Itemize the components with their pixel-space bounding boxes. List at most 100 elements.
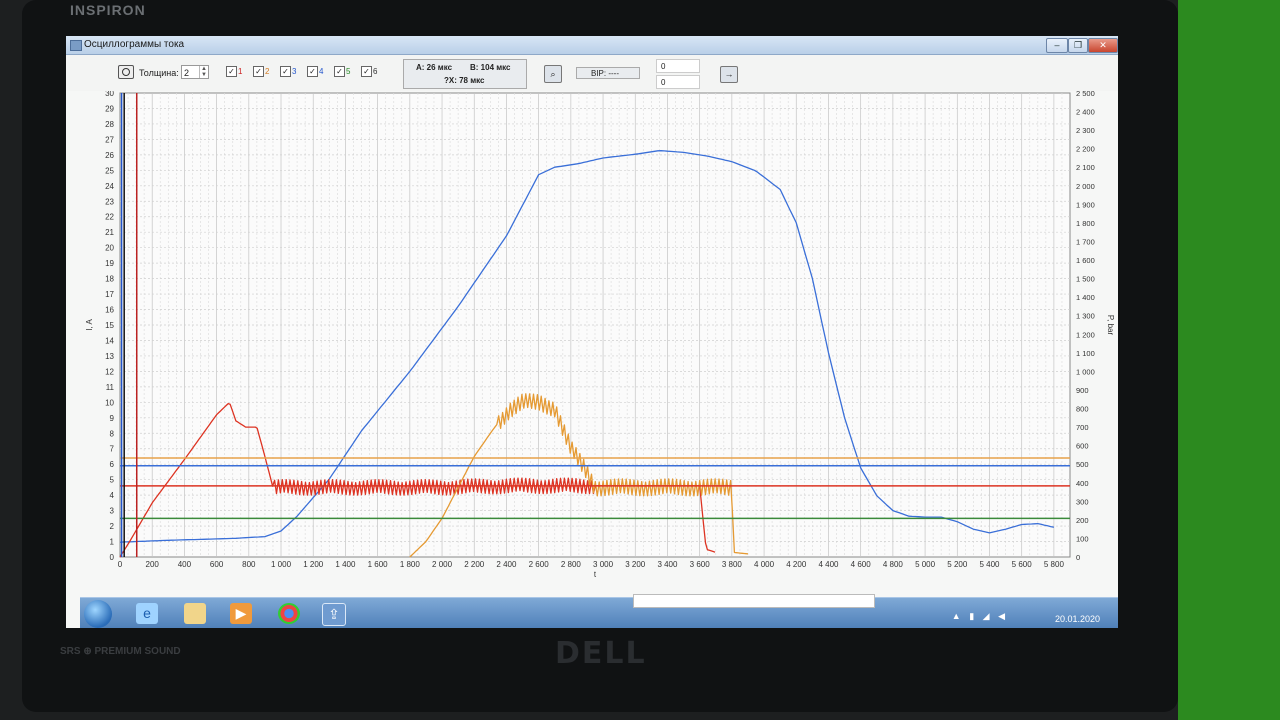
y-axis-label: I, A <box>85 319 94 331</box>
maximize-icon: ❐ <box>1073 40 1083 50</box>
x-tick-label: 1 600 <box>368 560 389 569</box>
y-right-tick-label: 2 200 <box>1076 145 1095 154</box>
camera-icon[interactable] <box>118 65 134 79</box>
laptop-brand-label: INSPIRON <box>70 2 146 18</box>
y-tick-label: 7 <box>110 445 115 454</box>
channel-6-checkbox[interactable]: ✓ <box>361 66 372 77</box>
background-green-wall <box>1178 0 1280 720</box>
y-right-tick-label: 2 400 <box>1076 108 1095 117</box>
media-player-icon[interactable]: ▶ <box>230 603 252 624</box>
x-tick-label: 3 600 <box>690 560 711 569</box>
y-tick-label: 4 <box>110 491 115 500</box>
series-line-1 <box>119 150 1055 543</box>
x-tick-label: 5 400 <box>979 560 1000 569</box>
y-tick-label: 28 <box>105 120 114 129</box>
x-axis-label: t <box>594 570 597 579</box>
y-tick-label: 5 <box>110 476 115 485</box>
y-right-tick-label: 1 300 <box>1076 312 1095 321</box>
channel-3-checkbox[interactable]: ✓ <box>280 66 291 77</box>
y-right-tick-label: 1 900 <box>1076 200 1095 209</box>
y-tick-label: 13 <box>105 352 114 361</box>
channel-5-label: 5 <box>346 67 351 76</box>
chrome-icon[interactable] <box>278 603 300 624</box>
taskbar-clock: 20.01.2020 <box>1054 614 1100 624</box>
y-right-tick-label: 400 <box>1076 479 1089 488</box>
x-tick-label: 1 400 <box>335 560 356 569</box>
window-titlebar[interactable]: Осциллограммы тока – ❐ ✕ <box>66 36 1118 55</box>
oscillogram-chart[interactable]: 0 200 400 600 800 1 000 1 200 1 400 1 600 1 800 2 … <box>66 91 1118 597</box>
dell-logo: DELL <box>555 636 647 671</box>
value-field-1[interactable]: 0 <box>656 59 700 73</box>
x-tick-label: 800 <box>242 560 256 569</box>
y-tick-label: 1 <box>110 538 115 547</box>
y-right-axis-label: P, bar <box>1106 315 1115 336</box>
y-tick-label: 10 <box>105 398 114 407</box>
internet-explorer-icon[interactable]: e <box>136 603 158 624</box>
channel-1-checkbox[interactable]: ✓ <box>226 66 237 77</box>
channel-2-checkbox[interactable]: ✓ <box>253 66 264 77</box>
y-tick-label: 22 <box>105 213 114 222</box>
thickness-label: Толщина: <box>139 68 179 78</box>
x-tick-label: 2 600 <box>529 560 550 569</box>
x-tick-label: 1 000 <box>271 560 292 569</box>
cursor-tool-button[interactable]: ⌕ <box>544 65 562 83</box>
y-tick-label: 29 <box>105 104 114 113</box>
x-tick-label: 4 000 <box>754 560 775 569</box>
system-tray-icons[interactable]: ▲ ▮ ◢ ◀ <box>951 611 1008 621</box>
y-right-tick-label: 600 <box>1076 442 1089 451</box>
value-field-2[interactable]: 0 <box>656 75 700 89</box>
y-right-tick-label: 1 100 <box>1076 349 1095 358</box>
marker-a-value: A: 26 мкс <box>416 63 453 72</box>
y-right-tick-label: 700 <box>1076 423 1089 432</box>
y-tick-label: 30 <box>105 91 114 98</box>
channel-4-checkbox[interactable]: ✓ <box>307 66 318 77</box>
channel-4-label: 4 <box>319 67 324 76</box>
y-tick-label: 26 <box>105 151 114 160</box>
y-right-tick-label: 1 200 <box>1076 330 1095 339</box>
laptop-sound-label: SRS ⊕ PREMIUM SOUND <box>60 646 181 657</box>
y-tick-label: 23 <box>105 197 114 206</box>
y-right-tick-label: 2 000 <box>1076 182 1095 191</box>
y-right-tick-label: 2 100 <box>1076 163 1095 172</box>
windows-start-icon[interactable] <box>84 600 112 628</box>
minimize-button[interactable]: – <box>1046 38 1068 53</box>
window-title: Осциллограммы тока <box>84 39 185 50</box>
x-tick-label: 0 <box>118 560 123 569</box>
x-tick-label: 5 200 <box>947 560 968 569</box>
y-tick-label: 25 <box>105 166 114 175</box>
spinner-arrows-icon[interactable]: ▲ ▼ <box>199 66 208 78</box>
x-tick-label: 2 000 <box>432 560 453 569</box>
y-right-tick-label: 1 700 <box>1076 237 1095 246</box>
x-tick-label: 1 200 <box>303 560 324 569</box>
thickness-spinner[interactable]: 2 ▲ ▼ <box>181 65 209 79</box>
y-right-tick-label: 1 800 <box>1076 219 1095 228</box>
file-explorer-icon[interactable] <box>184 603 206 624</box>
windows-taskbar: e ▶ ⇪ ▲ ▮ ◢ ◀ 20.01.2020 <box>80 594 1118 628</box>
y-right-tick-label: 300 <box>1076 497 1089 506</box>
channel-1-label: 1 <box>238 67 243 76</box>
app-window-icon[interactable]: ⇪ <box>322 603 346 626</box>
maximize-button[interactable]: ❐ <box>1068 38 1088 53</box>
x-tick-label: 4 200 <box>786 560 807 569</box>
y-tick-label: 20 <box>105 244 114 253</box>
y-right-tick-label: 1 500 <box>1076 275 1095 284</box>
x-tick-label: 200 <box>146 560 160 569</box>
close-button[interactable]: ✕ <box>1088 38 1118 53</box>
marker-b-value: B: 104 мкс <box>470 63 511 72</box>
y-tick-label: 27 <box>105 135 114 144</box>
laptop-screen: Осциллограммы тока – ❐ ✕ Толщина: 2 ▲ ▼ ✓… <box>66 36 1118 628</box>
y-tick-label: 14 <box>105 336 114 345</box>
apply-button[interactable]: → <box>720 66 738 83</box>
y-tick-label: 0 <box>110 553 115 562</box>
x-tick-label: 3 200 <box>625 560 646 569</box>
y-tick-label: 15 <box>105 321 114 330</box>
y-tick-label: 12 <box>105 367 114 376</box>
y-right-tick-label: 900 <box>1076 386 1089 395</box>
y-right-tick-label: 0 <box>1076 553 1080 562</box>
x-tick-label: 4 800 <box>883 560 904 569</box>
x-tick-label: 2 800 <box>561 560 582 569</box>
y-tick-label: 2 <box>110 522 115 531</box>
channel-5-checkbox[interactable]: ✓ <box>334 66 345 77</box>
y-tick-label: 3 <box>110 507 115 516</box>
taskbar-popup <box>633 594 875 608</box>
